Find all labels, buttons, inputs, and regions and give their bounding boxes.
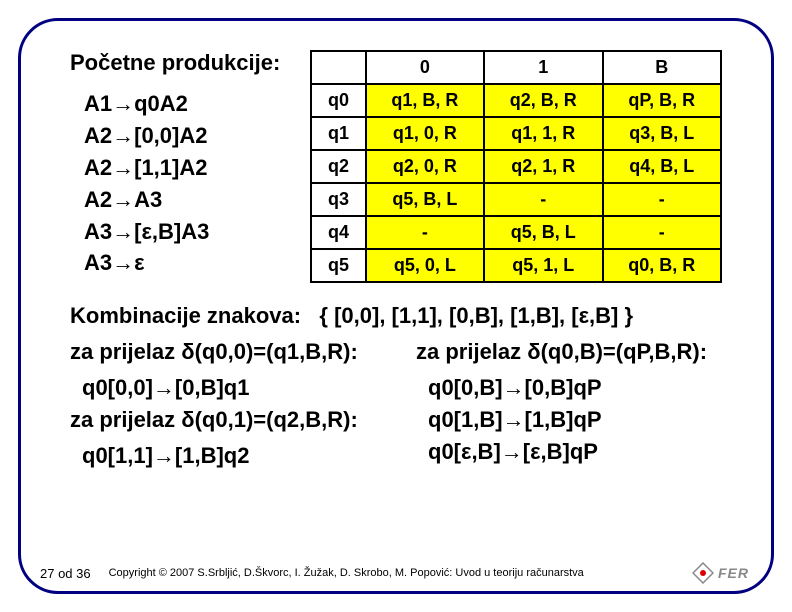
transition-rule: q0[1,B]→[1,B]qP xyxy=(416,407,722,433)
table-cell: qP, B, R xyxy=(603,84,721,117)
transition-rule: q0[ε,B]→[ε,B]qP xyxy=(416,439,722,465)
table-cell: q5, B, L xyxy=(366,183,484,216)
state-cell: q1 xyxy=(311,117,365,150)
table-row: q1 q1, 0, R q1, 1, R q3, B, L xyxy=(311,117,721,150)
combinations-line: Kombinacije znakova: { [0,0], [1,1], [0,… xyxy=(70,303,722,329)
table-cell: - xyxy=(484,183,602,216)
table-cell: q2, 0, R xyxy=(366,150,484,183)
table-row: q3 q5, B, L - - xyxy=(311,183,721,216)
combinations-set: { [0,0], [1,1], [0,B], [1,B], [ε,B] } xyxy=(319,303,633,328)
table-header-row: 0 1 B xyxy=(311,51,721,84)
page-number: 27 od 36 xyxy=(40,566,91,581)
table-cell: q1, 1, R xyxy=(484,117,602,150)
transition-rule: q0[0,B]→[0,B]qP xyxy=(416,375,722,401)
table-header: 1 xyxy=(484,51,602,84)
transition-label: za prijelaz δ(q0,0)=(q1,B,R): xyxy=(70,339,376,365)
table-cell: q5, 1, L xyxy=(484,249,602,282)
state-cell: q3 xyxy=(311,183,365,216)
table-header-blank xyxy=(311,51,365,84)
state-cell: q0 xyxy=(311,84,365,117)
table-cell: q5, 0, L xyxy=(366,249,484,282)
table-cell: q0, B, R xyxy=(603,249,721,282)
production-item: A2→A3 xyxy=(84,184,280,216)
table-cell: q4, B, L xyxy=(603,150,721,183)
table-row: q4 - q5, B, L - xyxy=(311,216,721,249)
transition-table: 0 1 B q0 q1, B, R q2, B, R qP, B, R q1 q… xyxy=(310,50,722,283)
production-item: A2→[1,1]A2 xyxy=(84,152,280,184)
combinations-label: Kombinacije znakova: xyxy=(70,303,301,328)
table-row: q2 q2, 0, R q2, 1, R q4, B, L xyxy=(311,150,721,183)
transition-rule: q0[0,0]→[0,B]q1 xyxy=(70,375,376,401)
table-header: 0 xyxy=(366,51,484,84)
productions-list: A1→q0A2 A2→[0,0]A2 A2→[1,1]A2 A2→A3 A3→[… xyxy=(70,88,280,279)
table-cell: - xyxy=(603,183,721,216)
production-item: A1→q0A2 xyxy=(84,88,280,120)
table-cell: q2, 1, R xyxy=(484,150,602,183)
table-header: B xyxy=(603,51,721,84)
productions-block: Početne produkcije: A1→q0A2 A2→[0,0]A2 A… xyxy=(70,50,280,279)
table-cell: q1, 0, R xyxy=(366,117,484,150)
table-cell: q1, B, R xyxy=(366,84,484,117)
productions-title: Početne produkcije: xyxy=(70,50,280,76)
table-row: q5 q5, 0, L q5, 1, L q0, B, R xyxy=(311,249,721,282)
production-item: A3→ε xyxy=(84,247,280,279)
state-cell: q4 xyxy=(311,216,365,249)
fer-logo: FER xyxy=(692,558,752,588)
copyright-text: Copyright © 2007 S.Srbljić, D.Škvorc, I.… xyxy=(109,567,674,579)
table-cell: q2, B, R xyxy=(484,84,602,117)
transition-rule: q0[1,1]→[1,B]q2 xyxy=(70,443,376,469)
table-cell: - xyxy=(366,216,484,249)
table-cell: - xyxy=(603,216,721,249)
table-cell: q3, B, L xyxy=(603,117,721,150)
table-row: q0 q1, B, R q2, B, R qP, B, R xyxy=(311,84,721,117)
production-item: A3→[ε,B]A3 xyxy=(84,216,280,248)
state-cell: q2 xyxy=(311,150,365,183)
production-item: A2→[0,0]A2 xyxy=(84,120,280,152)
table-cell: q5, B, L xyxy=(484,216,602,249)
footer: 27 od 36 Copyright © 2007 S.Srbljić, D.Š… xyxy=(40,558,752,588)
transition-label: za prijelaz δ(q0,1)=(q2,B,R): xyxy=(70,407,376,433)
logo-text: FER xyxy=(718,565,749,581)
transition-label: za prijelaz δ(q0,B)=(qP,B,R): xyxy=(416,339,722,365)
logo-icon xyxy=(692,562,714,584)
state-cell: q5 xyxy=(311,249,365,282)
